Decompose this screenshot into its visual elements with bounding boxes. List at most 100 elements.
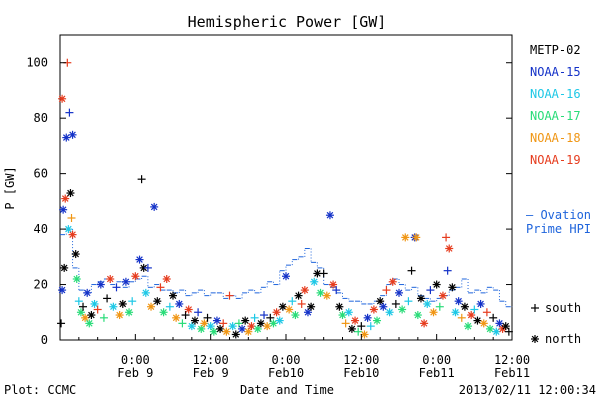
north-marker xyxy=(291,311,300,320)
north-marker xyxy=(212,316,221,325)
north-marker xyxy=(184,305,193,314)
x-tick-label-time: 0:00 xyxy=(272,353,301,367)
north-marker xyxy=(169,291,177,300)
north-marker xyxy=(83,288,92,297)
north-marker xyxy=(162,275,171,283)
south-marker xyxy=(366,322,375,331)
south-marker xyxy=(219,319,228,328)
north-marker xyxy=(190,316,199,325)
north-marker xyxy=(241,316,250,325)
north-marker xyxy=(231,330,240,339)
plot-credit: Plot: CCMC xyxy=(4,383,76,397)
north-marker xyxy=(416,294,425,303)
north-marker xyxy=(216,324,225,333)
north-marker xyxy=(72,275,81,283)
south-marker xyxy=(407,266,416,275)
north-marker xyxy=(87,311,96,320)
north-marker xyxy=(325,211,334,220)
north-marker xyxy=(109,302,118,311)
x-tick-label-date: Feb10 xyxy=(343,366,379,380)
north-marker xyxy=(344,308,353,317)
north-marker xyxy=(238,324,247,333)
south-marker xyxy=(470,305,479,314)
north-marker xyxy=(278,302,287,311)
y-tick-label: 20 xyxy=(34,278,48,292)
y-tick-label: 60 xyxy=(34,167,48,181)
north-marker xyxy=(244,327,253,336)
north-marker xyxy=(310,277,319,286)
x-tick-label-time: 12:00 xyxy=(193,353,229,367)
legend-ovation-line2: Prime HPI xyxy=(526,222,591,236)
legend-south-symbol xyxy=(531,304,539,312)
south-marker xyxy=(319,269,328,278)
north-marker xyxy=(454,297,463,306)
x-tick-label-date: Feb11 xyxy=(494,366,530,380)
north-marker xyxy=(322,291,331,300)
x-axis-label: Date and Time xyxy=(240,383,334,397)
north-marker xyxy=(294,291,303,300)
north-marker xyxy=(385,308,394,317)
north-marker xyxy=(175,299,184,308)
chart-title: Hemispheric Power [GW] xyxy=(188,13,387,31)
north-marker xyxy=(153,297,162,306)
south-marker xyxy=(234,319,243,328)
legend-noaa-16: NOAA-16 xyxy=(530,87,581,101)
north-marker xyxy=(71,250,80,259)
north-marker xyxy=(272,308,281,317)
north-marker xyxy=(316,288,325,297)
legend-north-symbol xyxy=(531,335,539,343)
north-marker xyxy=(495,319,504,328)
north-marker xyxy=(187,322,196,331)
north-marker xyxy=(432,280,441,289)
north-marker xyxy=(147,302,156,311)
north-marker xyxy=(159,308,168,317)
north-marker xyxy=(81,313,90,322)
north-marker xyxy=(338,311,347,320)
north-marker xyxy=(492,327,501,336)
south-marker xyxy=(178,319,187,328)
south-marker xyxy=(391,299,400,308)
south-marker xyxy=(357,322,366,331)
north-marker xyxy=(413,311,422,320)
north-marker xyxy=(501,322,510,331)
north-marker xyxy=(398,305,407,314)
south-marker xyxy=(65,108,74,117)
north-marker xyxy=(263,322,272,331)
south-marker xyxy=(250,313,259,322)
x-tick-label-time: 0:00 xyxy=(422,353,451,367)
north-marker xyxy=(420,319,429,328)
south-marker xyxy=(225,291,234,300)
north-marker xyxy=(228,322,237,331)
north-marker xyxy=(68,230,77,239)
legend-ovation-line1: — Ovation xyxy=(526,208,591,222)
south-marker xyxy=(288,297,297,306)
north-marker xyxy=(275,316,284,325)
south-marker xyxy=(266,313,275,322)
north-marker xyxy=(282,272,290,281)
north-marker xyxy=(451,308,460,317)
legend-noaa-17: NOAA-17 xyxy=(530,109,581,123)
north-marker xyxy=(59,205,68,214)
north-marker xyxy=(464,322,473,331)
north-marker xyxy=(363,313,372,322)
south-marker xyxy=(489,313,498,322)
north-marker xyxy=(412,233,421,242)
north-marker xyxy=(335,302,344,311)
north-marker xyxy=(96,280,105,289)
north-marker xyxy=(256,319,265,328)
y-tick-label: 40 xyxy=(34,222,48,236)
south-marker xyxy=(404,297,413,306)
north-marker xyxy=(388,277,397,286)
south-marker xyxy=(67,214,76,222)
north-marker xyxy=(351,316,360,325)
north-marker xyxy=(197,324,206,333)
north-marker xyxy=(106,275,115,283)
south-marker xyxy=(482,308,491,317)
north-marker xyxy=(90,299,99,308)
north-marker xyxy=(307,302,316,311)
north-marker xyxy=(486,324,495,333)
south-marker xyxy=(103,294,112,303)
north-marker xyxy=(150,202,159,211)
north-marker xyxy=(445,244,454,253)
